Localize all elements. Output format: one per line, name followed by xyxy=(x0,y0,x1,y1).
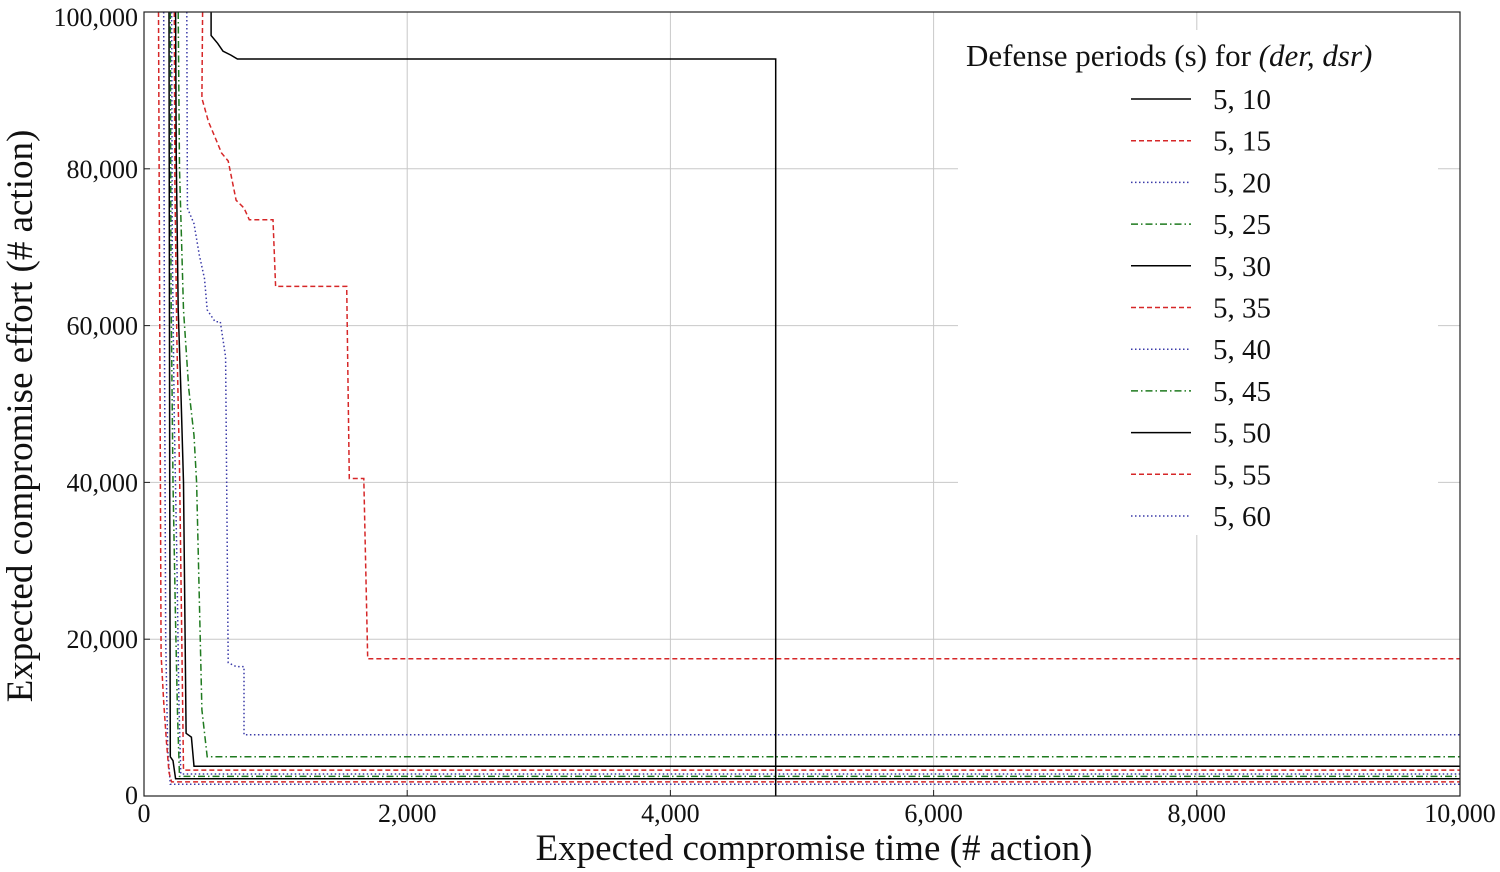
series-line-5-40 xyxy=(170,12,1460,775)
legend-label: 5, 20 xyxy=(1213,167,1271,199)
legend-label: 5, 55 xyxy=(1213,459,1271,491)
x-tick-label: 10,000 xyxy=(1424,799,1496,828)
y-tick-label: 60,000 xyxy=(67,312,139,341)
series-line-5-25 xyxy=(177,12,1460,758)
ticks: 0 2,000 4,000 6,000 8,000 10,000 0 20,000 40,000… xyxy=(54,3,1496,828)
legend-items: 5, 10 5, 15 5, 20 5, 25 5, 30 5, 35 5, 40 5, 45… xyxy=(1131,84,1271,533)
series-line-5-50 xyxy=(168,12,1460,780)
legend-label: 5, 10 xyxy=(1213,84,1271,116)
y-tick-label: 80,000 xyxy=(67,155,139,184)
plot-frame xyxy=(143,11,1461,797)
legend-label: 5, 45 xyxy=(1213,376,1271,408)
x-tick-label: 6,000 xyxy=(904,799,963,828)
series-line-5-30 xyxy=(174,12,1460,767)
legend-label: 5, 40 xyxy=(1213,334,1271,366)
y-tick-label: 0 xyxy=(125,781,138,810)
legend-label: 5, 35 xyxy=(1213,293,1271,325)
series-group xyxy=(157,12,1460,796)
legend: Defense periods (s) for (der, dsr) 5, 10… xyxy=(958,30,1438,535)
y-tick-label: 100,000 xyxy=(54,3,139,32)
x-axis-title: Expected compromise time (# action) xyxy=(536,828,1093,869)
y-tick-label: 20,000 xyxy=(67,625,139,654)
x-tick-label: 0 xyxy=(138,799,151,828)
series-layer xyxy=(157,12,1460,796)
y-tick-label: 40,000 xyxy=(67,468,139,497)
series-line-5-35 xyxy=(173,12,1460,771)
legend-title-text: Defense periods (s) for xyxy=(966,38,1259,73)
legend-label: 5, 15 xyxy=(1213,126,1271,158)
legend-label: 5, 50 xyxy=(1213,418,1271,450)
legend-background xyxy=(958,30,1438,535)
legend-title: Defense periods (s) for (der, dsr) xyxy=(966,38,1372,73)
legend-label: 5, 30 xyxy=(1213,251,1271,283)
series-line-5-55 xyxy=(157,12,1460,783)
x-tick-label: 4,000 xyxy=(641,799,700,828)
series-line-5-15 xyxy=(201,12,1460,660)
series-line-5-20 xyxy=(186,12,1460,736)
series-line-5-45 xyxy=(169,12,1460,778)
y-axis-title: Expected compromise effort (# action) xyxy=(0,130,41,703)
legend-label: 5, 25 xyxy=(1213,209,1271,241)
x-tick-label: 2,000 xyxy=(378,799,437,828)
x-tick-label: 8,000 xyxy=(1168,799,1227,828)
legend-label: 5, 60 xyxy=(1213,501,1271,533)
series-line-5-10 xyxy=(210,12,777,796)
series-line-5-60 xyxy=(162,12,1460,785)
legend-title-math: (der, dsr) xyxy=(1259,38,1373,73)
